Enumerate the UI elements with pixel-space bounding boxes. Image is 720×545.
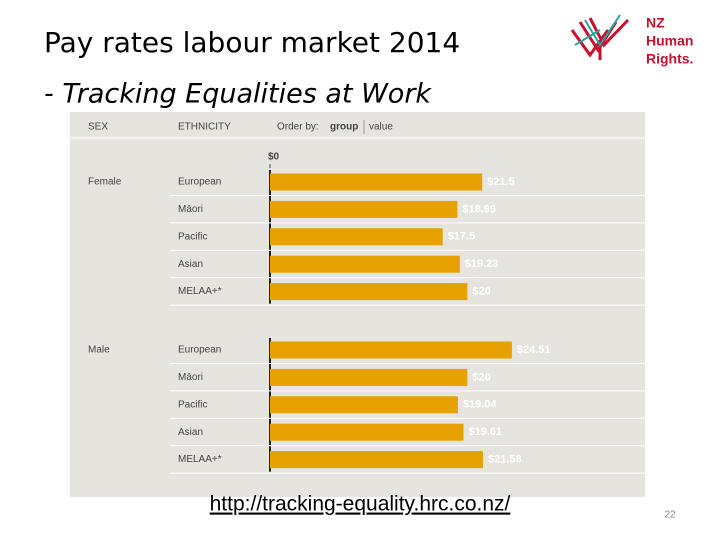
page-number: 22 [664,510,676,521]
column-header: SEX [88,122,108,133]
logo: NZ Human Rights. [570,14,693,67]
column-header: ETHNICITY [178,122,231,133]
category-label: Māori [178,372,203,383]
value-label: $18.99 [462,203,496,215]
order-label: Order by: [277,122,319,133]
category-label: MELAA+* [178,454,222,465]
category-label: Māori [178,204,203,215]
value-label: $17.5 [448,231,476,243]
value-label: $21.58 [488,454,522,466]
logo-text: Human [646,33,693,49]
category-label: Pacific [178,231,207,242]
category-label: Asian [178,259,203,270]
category-label: European [178,345,221,356]
logo-text: Rights. [646,51,693,67]
bar [270,200,458,218]
logo-mark [570,17,630,60]
value-label: $19.61 [469,426,503,438]
bar [270,173,483,191]
group-label: Male [88,345,110,356]
bar [270,283,468,301]
order-option[interactable]: value [369,122,393,133]
x-tick-label: $0 [268,152,280,163]
bar [270,451,483,469]
category-label: Pacific [178,399,207,410]
slide-subtitle: - Tracking Equalities at Work [44,79,432,110]
value-label: $21.5 [487,176,515,188]
bar [270,341,512,359]
logo-mark [574,14,621,47]
bar [270,255,460,273]
value-label: $20 [472,286,490,298]
value-label: $19.23 [465,258,499,270]
order-option[interactable]: group [330,122,358,133]
category-label: European [178,177,221,188]
logo-text: NZ [646,15,665,31]
value-label: $19.04 [463,399,498,411]
category-label: MELAA+* [178,286,222,297]
bar [270,228,443,246]
bar [270,423,464,441]
bar [270,396,458,414]
group-label: Female [88,177,122,188]
bar [270,368,468,386]
slide-title: Pay rates labour market 2014 [44,26,460,59]
category-label: Asian [178,427,203,438]
url[interactable]: http://tracking-equality.hrc.co.nz/ [210,493,511,516]
value-label: $24.51 [517,344,551,356]
value-label: $20 [472,371,490,383]
